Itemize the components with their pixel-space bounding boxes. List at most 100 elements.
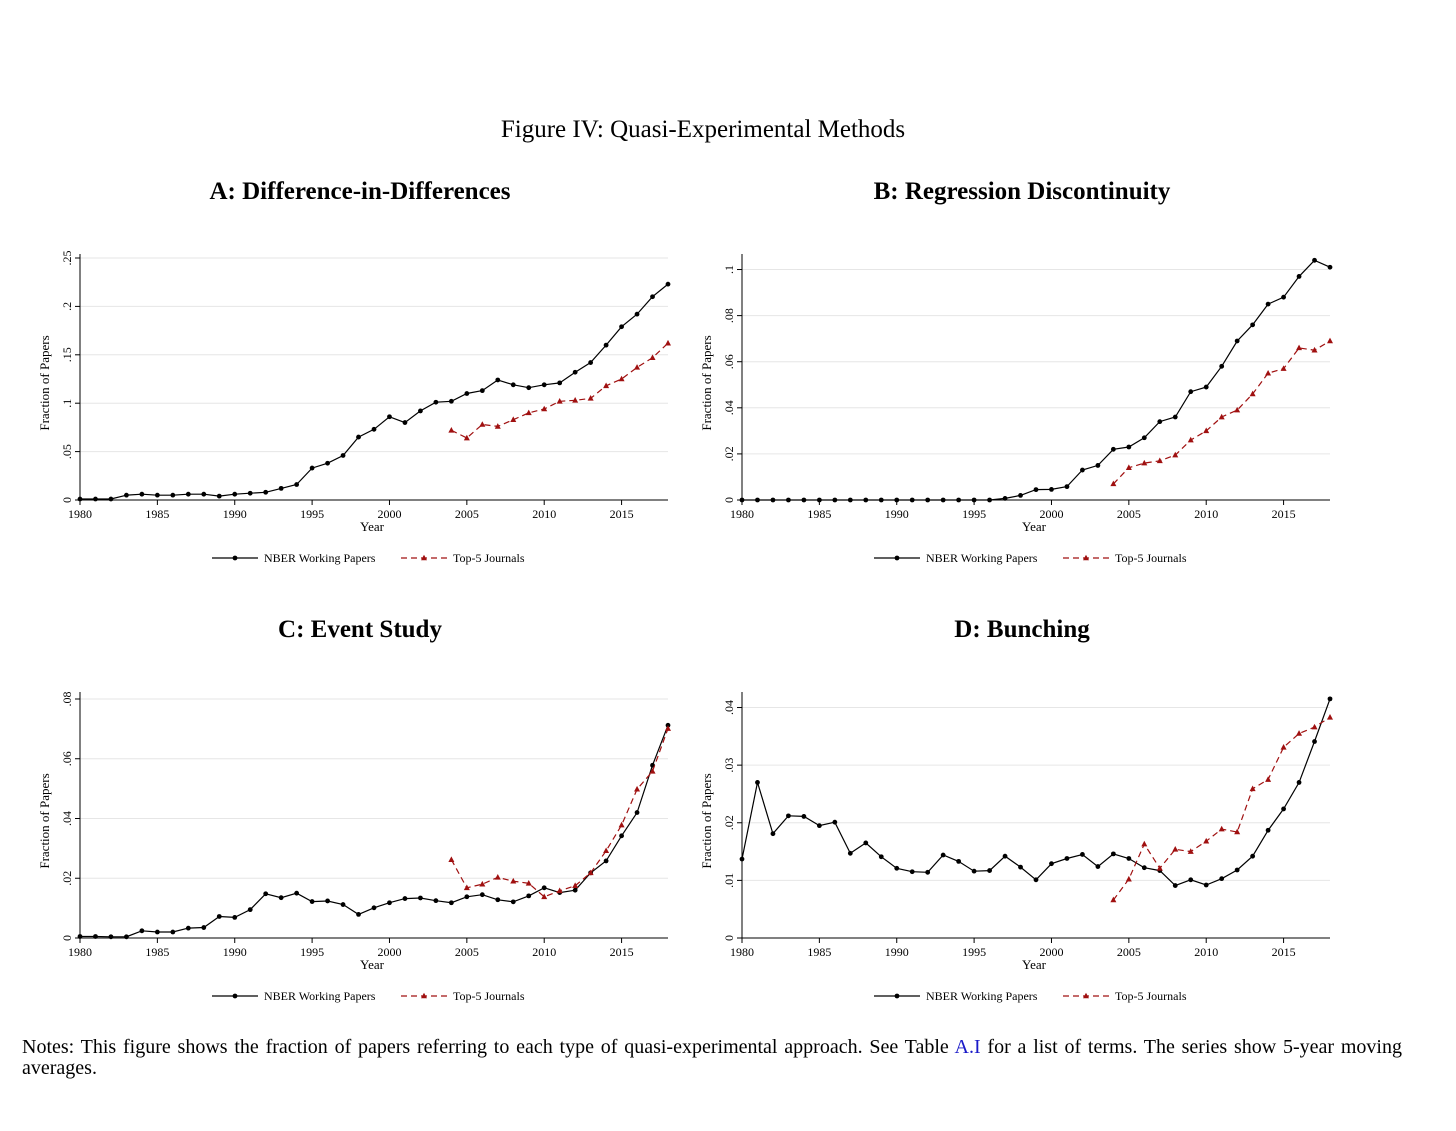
- data-point-nber: [139, 491, 145, 497]
- data-point-nber: [325, 460, 330, 466]
- data-point-nber: [1033, 877, 1039, 883]
- data-point-nber: [170, 492, 176, 498]
- data-point-nber: [1110, 446, 1116, 452]
- y-tick-label: .01: [722, 873, 736, 888]
- x-tick-label: 2000: [377, 507, 401, 521]
- series-line-nber: [741, 698, 1331, 887]
- data-point-nber: [371, 426, 377, 432]
- data-point-top5: [572, 882, 579, 889]
- legend-label: Top-5 Journals: [453, 989, 525, 1003]
- data-point-nber: [294, 482, 300, 487]
- table-link[interactable]: A.I: [954, 1036, 981, 1058]
- legend-label: Top-5 Journals: [1115, 989, 1187, 1003]
- y-axis-label: Fraction of Papers: [37, 773, 52, 868]
- data-point-nber: [909, 869, 915, 875]
- data-point-nber: [247, 490, 253, 496]
- data-point-top5: [1218, 825, 1225, 832]
- data-point-top5: [525, 880, 532, 886]
- data-point-nber: [1188, 389, 1194, 395]
- data-point-top5: [556, 887, 563, 894]
- data-point-nber: [1327, 264, 1333, 270]
- x-tick-label: 1980: [68, 945, 92, 959]
- legend-marker: [1083, 554, 1089, 561]
- legend-marker: [894, 993, 900, 999]
- series-line-nber: [80, 283, 669, 500]
- data-point-nber: [557, 380, 563, 386]
- data-point-nber: [1126, 444, 1132, 450]
- x-tick-label: 2015: [1272, 945, 1296, 959]
- data-point-nber: [263, 489, 269, 495]
- data-point-top5: [587, 869, 594, 876]
- chart-svg: 0 .05 .1 .15 .2 .25 1980 1985 1990 1995 2000 2005 20…: [37, 251, 671, 565]
- x-axis-label: Year: [1022, 519, 1047, 534]
- data-point-top5: [1280, 365, 1287, 371]
- x-axis-label: Year: [1022, 957, 1047, 972]
- y-tick-label: .06: [722, 354, 736, 369]
- y-tick-label: 0: [60, 497, 74, 503]
- panel-title: B: Regression Discontinuity: [873, 178, 1171, 205]
- data-point-top5: [556, 397, 563, 404]
- data-point-top5: [510, 416, 517, 422]
- data-point-nber: [124, 492, 129, 498]
- data-point-nber: [464, 894, 470, 900]
- data-point-top5: [634, 364, 641, 370]
- legend-marker: [421, 554, 427, 561]
- data-point-nber: [816, 497, 822, 503]
- data-point-top5: [1156, 457, 1163, 464]
- data-point-nber: [402, 896, 408, 901]
- data-point-nber: [371, 905, 377, 911]
- data-point-nber: [1265, 301, 1271, 307]
- data-point-top5: [1156, 864, 1163, 871]
- data-point-nber: [418, 408, 423, 414]
- data-point-nber: [971, 868, 977, 874]
- panel-d-bunching: D: Bunching 0 .01 .02 .03 .04 1980 1985 1990 199…: [699, 616, 1342, 1016]
- x-tick-label: 1995: [962, 507, 986, 521]
- data-point-nber: [433, 898, 439, 904]
- series-line-nber: [742, 259, 1331, 501]
- data-point-nber: [987, 868, 992, 873]
- data-point-top5: [448, 427, 455, 433]
- data-point-nber: [139, 928, 145, 934]
- data-point-top5: [494, 423, 501, 429]
- data-point-nber: [909, 497, 915, 503]
- data-point-nber: [526, 893, 532, 899]
- x-tick-label: 1990: [885, 945, 909, 959]
- y-tick-label: 0: [722, 497, 736, 503]
- data-point-nber: [739, 497, 745, 503]
- legend-marker: [1083, 992, 1089, 999]
- data-point-nber: [1219, 363, 1225, 369]
- data-point-nber: [1110, 851, 1116, 857]
- x-tick-label: 1985: [145, 945, 169, 959]
- data-point-top5: [1187, 848, 1194, 854]
- data-point-nber: [464, 391, 470, 396]
- x-tick-label: 1995: [300, 945, 324, 959]
- data-point-nber: [232, 914, 238, 920]
- data-point-nber: [510, 382, 516, 388]
- data-point-nber: [1250, 322, 1256, 328]
- y-tick-label: .03: [722, 758, 736, 773]
- data-point-top5: [541, 893, 548, 900]
- panel-c-event-study: C: Event Study 0 .02 .04 .06 .08 1980 1985 1990…: [37, 616, 680, 1016]
- data-point-nber: [987, 497, 992, 503]
- data-point-nber: [1250, 853, 1256, 859]
- data-point-nber: [1234, 867, 1240, 873]
- data-point-top5: [1141, 840, 1148, 847]
- x-tick-label: 1995: [962, 945, 986, 959]
- series-line-top5: [1112, 340, 1331, 485]
- data-point-nber: [1327, 696, 1333, 702]
- data-point-nber: [755, 780, 760, 785]
- data-point-nber: [108, 934, 114, 940]
- x-tick-label: 2000: [377, 945, 401, 959]
- data-point-nber: [1018, 492, 1023, 498]
- data-point-top5: [1187, 436, 1194, 443]
- data-point-top5: [1172, 845, 1179, 852]
- data-point-nber: [1064, 484, 1070, 490]
- data-point-nber: [93, 934, 98, 939]
- x-tick-label: 2005: [455, 945, 479, 959]
- y-tick-label: .2: [60, 302, 74, 311]
- data-point-nber: [634, 311, 640, 317]
- x-tick-label: 2015: [610, 945, 634, 959]
- data-point-top5: [448, 856, 455, 863]
- data-point-top5: [1296, 730, 1303, 736]
- data-point-nber: [1080, 852, 1085, 857]
